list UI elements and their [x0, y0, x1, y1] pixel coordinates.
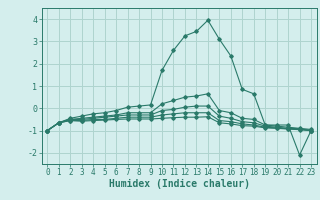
- X-axis label: Humidex (Indice chaleur): Humidex (Indice chaleur): [109, 179, 250, 189]
